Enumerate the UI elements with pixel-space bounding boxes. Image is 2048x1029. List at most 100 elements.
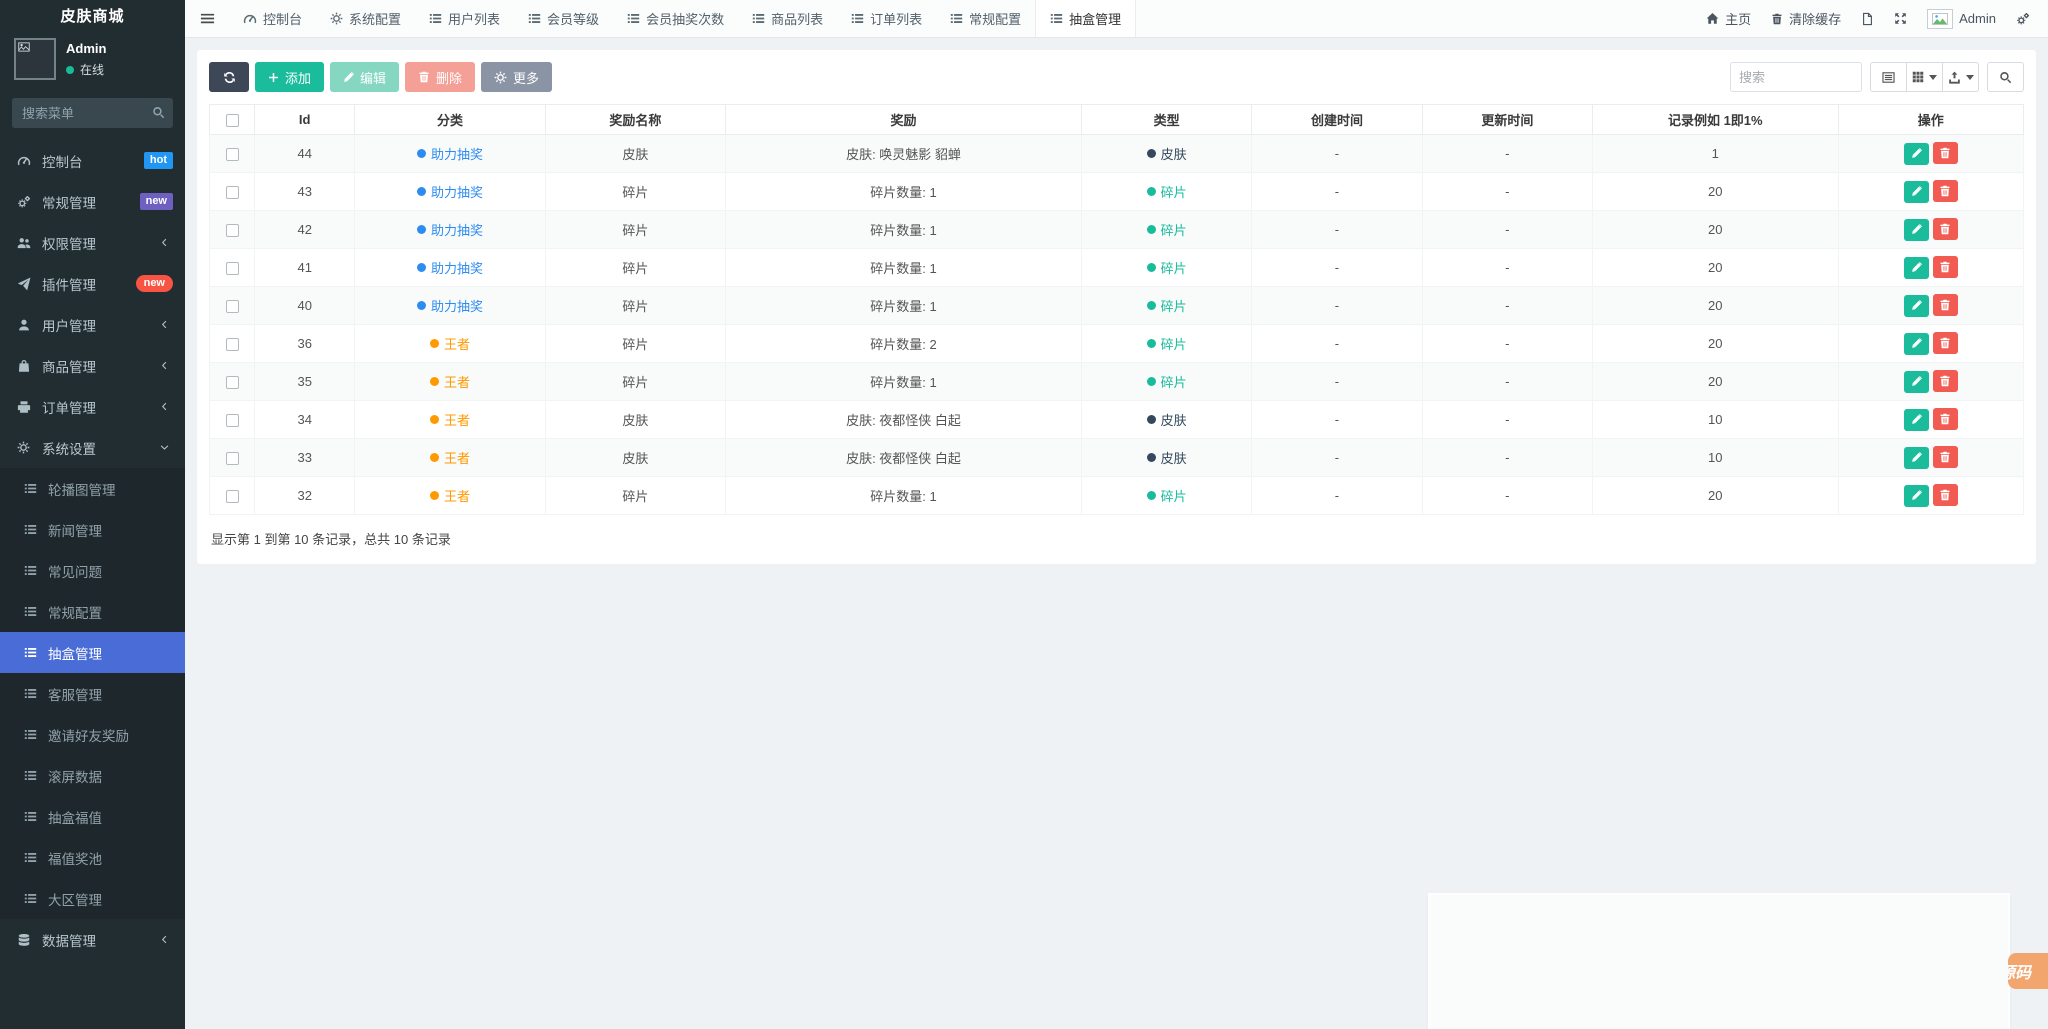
sidebar-subitem-常规配置[interactable]: 常规配置 xyxy=(0,591,185,632)
sidebar-subitem-抽盒福值[interactable]: 抽盒福值 xyxy=(0,796,185,837)
search-toggle-button[interactable] xyxy=(1987,62,2024,92)
add-button[interactable]: 添加 xyxy=(255,62,325,92)
row-delete-button[interactable] xyxy=(1932,484,1958,507)
sidebar-subitem-客服管理[interactable]: 客服管理 xyxy=(0,673,185,714)
row-delete-button[interactable] xyxy=(1932,218,1958,241)
table-cell-actions xyxy=(1837,172,2025,211)
columns-button[interactable] xyxy=(1906,62,1943,92)
menu-search-input[interactable] xyxy=(12,98,173,128)
tab-用户列表[interactable]: 用户列表 xyxy=(415,0,514,37)
sidebar-subitem-新闻管理[interactable]: 新闻管理 xyxy=(0,509,185,550)
select-all-checkbox[interactable] xyxy=(225,114,239,128)
cell-value: 皮肤 xyxy=(1160,147,1187,162)
sidebar-subitem-常见问题[interactable]: 常见问题 xyxy=(0,550,185,591)
table-cell: 王者 xyxy=(354,476,546,515)
table-toolbar: 添加 编辑 删除 更多 xyxy=(209,62,2024,92)
sidebar-item-权限管理[interactable]: 权限管理 xyxy=(0,222,185,263)
tab-商品列表[interactable]: 商品列表 xyxy=(738,0,837,37)
clear-cache-link[interactable]: 清除缓存 xyxy=(1771,9,1841,28)
row-checkbox[interactable] xyxy=(225,414,239,428)
row-delete-button[interactable] xyxy=(1932,142,1958,165)
table-cell: 碎片 xyxy=(544,286,727,325)
row-delete-button[interactable] xyxy=(1932,256,1958,279)
row-checkbox[interactable] xyxy=(225,186,239,200)
sidebar-item-系统设置[interactable]: 系统设置 xyxy=(0,427,185,468)
delete-button[interactable]: 删除 xyxy=(405,62,476,92)
cell-value: 王者 xyxy=(444,451,471,466)
row-edit-button[interactable] xyxy=(1903,484,1929,507)
tab-抽盒管理[interactable]: 抽盒管理 xyxy=(1035,0,1137,37)
plus-icon xyxy=(268,72,279,83)
row-delete-button[interactable] xyxy=(1932,446,1958,469)
row-delete-button[interactable] xyxy=(1932,180,1958,203)
sidebar-item-商品管理[interactable]: 商品管理 xyxy=(0,345,185,386)
row-edit-button[interactable] xyxy=(1903,218,1929,241)
row-edit-button[interactable] xyxy=(1903,294,1929,317)
row-delete-button[interactable] xyxy=(1932,370,1958,393)
row-checkbox[interactable] xyxy=(225,224,239,238)
row-edit-button[interactable] xyxy=(1903,142,1929,165)
user-panel: Admin 在线 xyxy=(0,30,185,90)
sidebar-subitem-抽盒管理[interactable]: 抽盒管理 xyxy=(0,632,185,673)
sidebar-item-插件管理[interactable]: 插件管理 new xyxy=(0,263,185,304)
row-edit-button[interactable] xyxy=(1903,408,1929,431)
more-button[interactable]: 更多 xyxy=(481,62,553,92)
edit-button[interactable]: 编辑 xyxy=(330,62,400,92)
user-status-label: 在线 xyxy=(80,63,105,77)
tab-系统配置[interactable]: 系统配置 xyxy=(316,0,415,37)
status-dot-icon xyxy=(1146,415,1156,424)
row-edit-button[interactable] xyxy=(1903,256,1929,279)
sidebar-toggle-button[interactable] xyxy=(185,0,229,37)
row-checkbox[interactable] xyxy=(225,300,239,314)
tab-会员抽奖次数[interactable]: 会员抽奖次数 xyxy=(613,0,738,37)
column-header: 奖励名称 xyxy=(544,104,727,135)
sidebar-subitem-轮播图管理[interactable]: 轮播图管理 xyxy=(0,468,185,509)
row-checkbox[interactable] xyxy=(225,338,239,352)
list-icon xyxy=(22,851,38,864)
search-icon[interactable] xyxy=(152,106,165,119)
table-search-input[interactable] xyxy=(1730,62,1862,92)
tab-控制台[interactable]: 控制台 xyxy=(229,0,316,37)
row-edit-button[interactable] xyxy=(1903,370,1929,393)
row-checkbox[interactable] xyxy=(225,490,239,504)
sidebar-subitem-邀请好友奖励[interactable]: 邀请好友奖励 xyxy=(0,714,185,755)
row-delete-button[interactable] xyxy=(1932,294,1958,317)
export-button[interactable] xyxy=(1942,62,1979,92)
row-edit-button[interactable] xyxy=(1903,332,1929,355)
user-menu[interactable]: Admin xyxy=(1927,8,1996,29)
sidebar-item-常规管理[interactable]: 常规管理 new xyxy=(0,181,185,222)
sidebar-item-数据管理[interactable]: 数据管理 xyxy=(0,919,185,960)
tab-常规配置[interactable]: 常规配置 xyxy=(936,0,1035,37)
row-checkbox[interactable] xyxy=(225,148,239,162)
sidebar-item-订单管理[interactable]: 订单管理 xyxy=(0,386,185,427)
home-link[interactable]: 主页 xyxy=(1706,9,1751,28)
tab-会员等级[interactable]: 会员等级 xyxy=(514,0,613,37)
refresh-button[interactable] xyxy=(209,62,249,92)
row-delete-button[interactable] xyxy=(1932,408,1958,431)
tab-订单列表[interactable]: 订单列表 xyxy=(837,0,936,37)
row-checkbox[interactable] xyxy=(225,452,239,466)
user-name: Admin xyxy=(66,41,107,56)
row-edit-button[interactable] xyxy=(1903,180,1929,203)
sidebar-subitem-滚屏数据[interactable]: 滚屏数据 xyxy=(0,755,185,796)
card-view-button[interactable] xyxy=(1870,62,1907,92)
source-watermark-tag[interactable]: 源码 xyxy=(2008,953,2048,989)
row-delete-button[interactable] xyxy=(1932,332,1958,355)
chevron-left-icon xyxy=(156,360,173,371)
file-button[interactable] xyxy=(1861,12,1874,26)
column-header: 操作 xyxy=(1837,104,2025,135)
row-checkbox[interactable] xyxy=(225,376,239,390)
row-checkbox[interactable] xyxy=(225,262,239,276)
row-edit-button[interactable] xyxy=(1903,446,1929,469)
topnav-right: 主页 清除缓存 Admin xyxy=(1706,0,2048,37)
table-cell: 皮肤: 夜都怪侠 白起 xyxy=(725,400,1082,439)
table-cell: 20 xyxy=(1592,324,1839,363)
sidebar-item-用户管理[interactable]: 用户管理 xyxy=(0,304,185,345)
fullscreen-button[interactable] xyxy=(1894,12,1907,25)
sidebar-subitem-福值奖池[interactable]: 福值奖池 xyxy=(0,837,185,878)
sidebar-subitem-大区管理[interactable]: 大区管理 xyxy=(0,878,185,919)
table-row: 40 助力抽奖 碎片 碎片数量: 1 碎片 - -20 xyxy=(208,286,2025,325)
settings-button[interactable] xyxy=(2016,12,2030,26)
sidebar-item-控制台[interactable]: 控制台 hot xyxy=(0,140,185,181)
cell-value: 碎片 xyxy=(1160,223,1187,238)
